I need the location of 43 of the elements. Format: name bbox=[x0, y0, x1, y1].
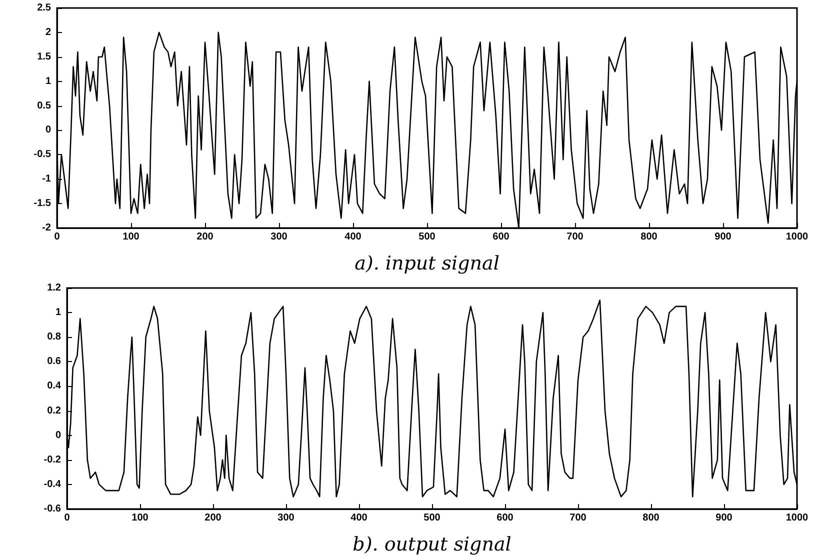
y-tick-label: 0 bbox=[45, 124, 52, 136]
x-tick-label: 300 bbox=[270, 232, 288, 242]
y-tick-label: 0.2 bbox=[47, 405, 62, 416]
y-tick-label: -0.5 bbox=[34, 149, 52, 160]
x-tick-label: 100 bbox=[122, 232, 140, 242]
y-tick-label: -0.2 bbox=[44, 454, 62, 466]
x-tick-label: 600 bbox=[492, 232, 510, 242]
x-tick-label: 200 bbox=[196, 232, 214, 242]
x-tick-label: 400 bbox=[350, 512, 368, 524]
y-tick-label: 1 bbox=[45, 76, 52, 87]
x-tick-label: 500 bbox=[424, 512, 441, 524]
x-tick-label: 100 bbox=[132, 512, 149, 524]
x-tick-label: 1000 bbox=[786, 232, 809, 242]
y-tick-label: -2 bbox=[42, 222, 52, 234]
x-tick-label: 900 bbox=[714, 232, 732, 242]
y-tick-label: 2.5 bbox=[37, 2, 52, 14]
y-tick-label: 0.6 bbox=[47, 356, 62, 368]
x-tick-label: 400 bbox=[344, 232, 362, 242]
y-tick-label: 1 bbox=[55, 307, 62, 318]
x-tick-label: 200 bbox=[204, 512, 222, 524]
y-tick-label: -1.5 bbox=[34, 198, 52, 210]
x-tick-label: 300 bbox=[278, 512, 295, 524]
x-tick-label: 600 bbox=[496, 512, 514, 524]
y-tick-label: 1.2 bbox=[47, 282, 62, 294]
y-tick-label: 0 bbox=[55, 430, 62, 441]
x-tick-label: 900 bbox=[716, 512, 733, 524]
x-tick-label: 0 bbox=[64, 512, 70, 524]
y-tick-label: 0.5 bbox=[37, 100, 52, 112]
x-tick-label: 800 bbox=[640, 232, 658, 242]
y-tick-label: 0.8 bbox=[47, 332, 62, 343]
x-tick-label: 800 bbox=[642, 512, 660, 524]
y-tick-label: 0.4 bbox=[47, 380, 62, 392]
y-tick-label: 2 bbox=[45, 26, 52, 38]
x-axis-title: b). output signal bbox=[352, 534, 512, 556]
y-tick-label: 1.5 bbox=[37, 51, 52, 62]
x-tick-label: 700 bbox=[566, 232, 584, 242]
y-tick-label: -1 bbox=[42, 174, 52, 185]
y-tick-label: -0.6 bbox=[44, 504, 62, 514]
x-axis-title: a). input signal bbox=[354, 252, 500, 274]
x-tick-label: 1000 bbox=[786, 512, 809, 524]
x-tick-label: 700 bbox=[570, 512, 587, 524]
y-tick-label: -0.4 bbox=[44, 478, 62, 490]
x-tick-label: 500 bbox=[418, 232, 436, 242]
